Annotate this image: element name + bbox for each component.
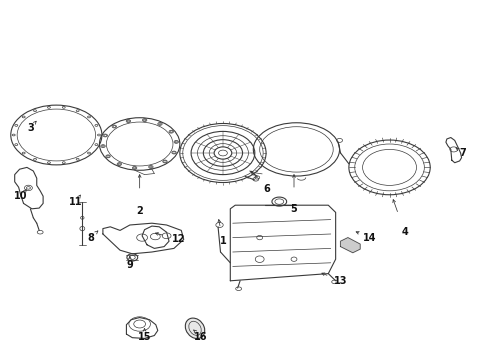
- Text: 2: 2: [136, 206, 143, 216]
- Text: 7: 7: [460, 148, 466, 158]
- Text: 6: 6: [264, 184, 270, 194]
- Text: 5: 5: [291, 204, 297, 214]
- Polygon shape: [341, 238, 360, 253]
- Text: 3: 3: [27, 123, 34, 133]
- Text: 11: 11: [69, 197, 83, 207]
- Text: 4: 4: [401, 227, 408, 237]
- Text: 13: 13: [334, 276, 347, 286]
- Text: 8: 8: [87, 233, 94, 243]
- Text: 14: 14: [363, 233, 377, 243]
- Text: 10: 10: [14, 191, 27, 201]
- Text: 1: 1: [220, 236, 226, 246]
- Ellipse shape: [185, 318, 205, 338]
- Text: 16: 16: [194, 332, 208, 342]
- Text: 15: 15: [138, 332, 151, 342]
- Text: 9: 9: [126, 260, 133, 270]
- Text: 12: 12: [172, 234, 186, 244]
